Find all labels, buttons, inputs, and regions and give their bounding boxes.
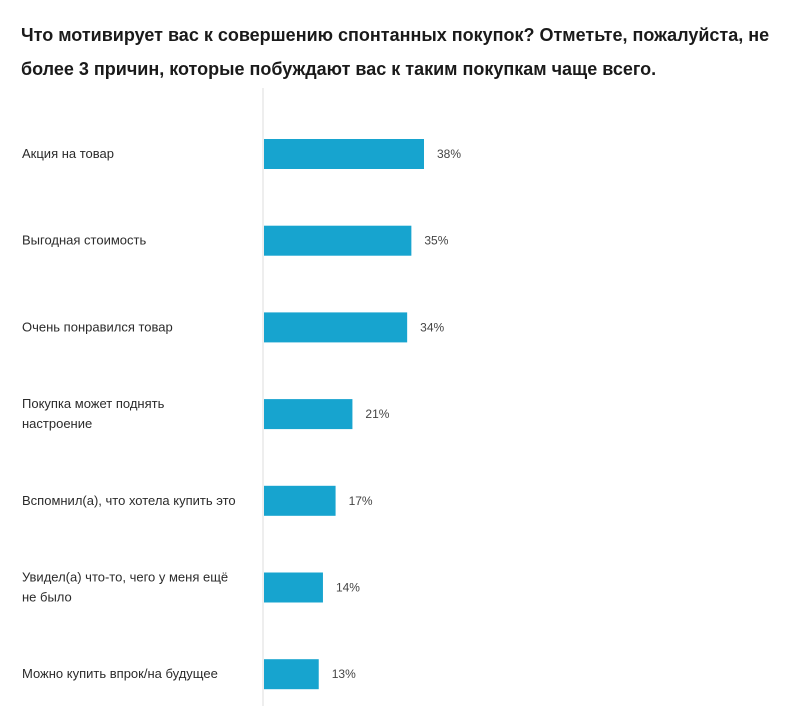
bar-value-label: 35% xyxy=(424,234,448,248)
category-label: Очень понравился товар xyxy=(22,319,173,334)
category-label: Увидел(а) что-то, чего у меня ещё xyxy=(22,570,228,585)
bar xyxy=(264,659,319,690)
bar-value-label: 14% xyxy=(336,581,360,595)
bars-layer: Акция на товар 38% Выгодная стоимость 35% Оч… xyxy=(22,139,461,690)
bar xyxy=(264,485,336,516)
bar-value-label: 38% xyxy=(437,147,461,161)
category-label: не было xyxy=(22,590,72,605)
bar xyxy=(264,312,408,343)
bar xyxy=(264,139,424,169)
bar xyxy=(264,399,353,430)
chart-title: Что мотивирует вас к совершению спонтанн… xyxy=(21,25,770,79)
bar-value-label: 21% xyxy=(365,407,389,421)
bar xyxy=(264,225,412,256)
bar-value-label: 34% xyxy=(420,320,444,334)
bar xyxy=(264,572,323,603)
category-label: Вспомнил(а), что хотела купить это xyxy=(22,493,236,508)
bar-value-label: 17% xyxy=(349,494,373,508)
category-label: настроение xyxy=(22,416,92,431)
category-label: Можно купить впрок/на будущее xyxy=(22,666,218,681)
category-label: Покупка может поднять xyxy=(22,396,165,411)
category-label: Акция на товар xyxy=(22,146,114,161)
category-label: Выгодная стоимость xyxy=(22,233,146,248)
bar-value-label: 13% xyxy=(332,667,356,681)
